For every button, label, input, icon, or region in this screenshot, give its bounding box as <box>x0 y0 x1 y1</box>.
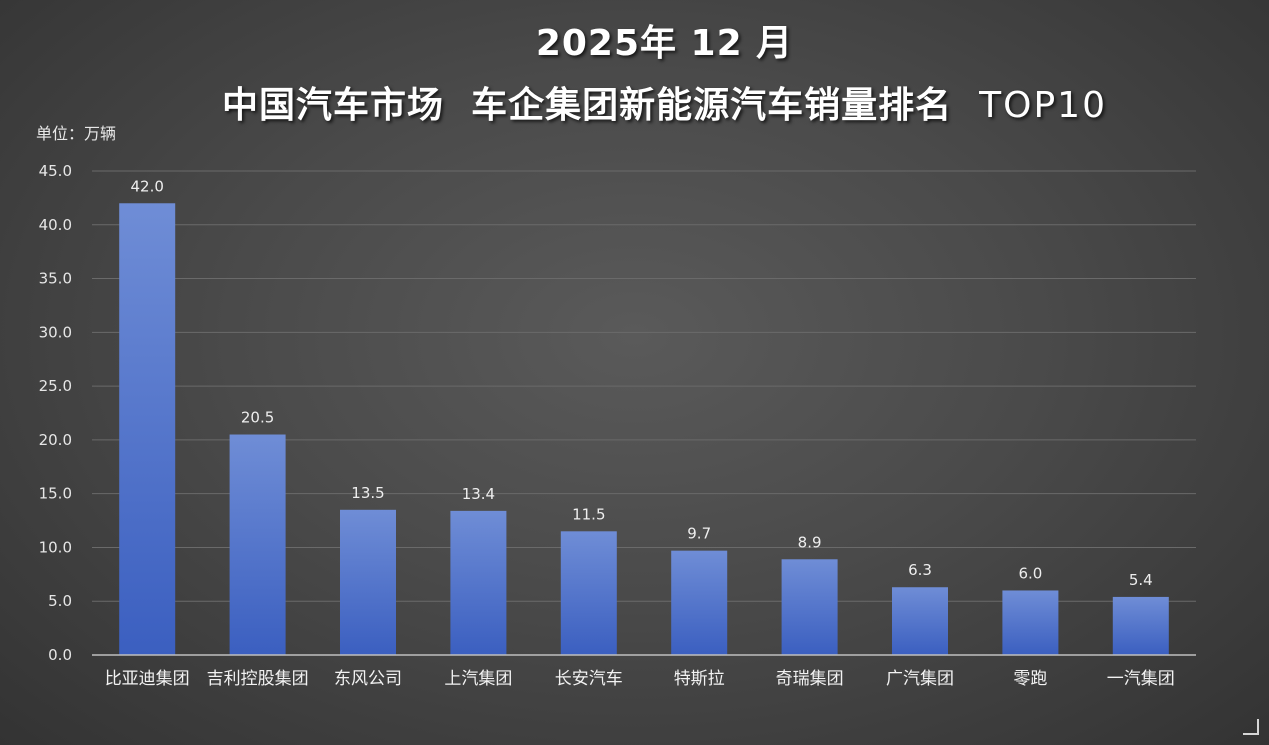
bar <box>560 531 617 655</box>
bars <box>119 203 1169 655</box>
x-category-label: 广汽集团 <box>886 669 954 689</box>
y-axis-unit-label: 单位：万辆 <box>36 124 117 143</box>
bar <box>450 510 507 655</box>
bar-value-label: 13.4 <box>462 485 495 503</box>
value-labels: 42.0 20.5 13.5 13.4 11.5 9.7 8.9 6.3 6.0 5.4 <box>130 177 1152 589</box>
bar-value-label: 13.5 <box>351 484 384 502</box>
chart-title-main: 中国汽车市场 车企集团新能源汽车销量排名 <box>222 85 980 126</box>
y-tick-label: 10.0 <box>39 538 72 556</box>
y-tick-label: 45.0 <box>39 162 72 180</box>
x-category-label: 特斯拉 <box>674 669 725 689</box>
y-tick-label: 35.0 <box>39 270 72 288</box>
y-tick-label: 5.0 <box>48 592 72 610</box>
x-category-label: 比亚迪集团 <box>105 669 190 689</box>
x-axis-categories: 比亚迪集团 吉利控股集团 东风公司 上汽集团 长安汽车 特斯拉 奇瑞集团 广汽集团 零跑 一汽集团 <box>105 669 1175 689</box>
bar <box>1002 590 1059 655</box>
y-tick-label: 15.0 <box>39 485 72 503</box>
bar-value-label: 20.5 <box>241 409 274 427</box>
bar <box>229 434 286 655</box>
bar-value-label: 6.3 <box>908 561 932 579</box>
y-tick-label: 0.0 <box>48 646 72 664</box>
bar-value-label: 5.4 <box>1129 571 1153 589</box>
bar-value-label: 9.7 <box>687 525 711 543</box>
bar-value-label: 11.5 <box>572 505 605 523</box>
y-tick-label: 30.0 <box>39 323 72 341</box>
bar <box>671 550 728 655</box>
bar <box>781 559 838 655</box>
y-tick-label: 20.0 <box>39 431 72 449</box>
bar <box>119 203 176 655</box>
y-axis-ticks: 0.0 5.0 10.0 15.0 20.0 25.0 30.0 35.0 40.0 45.0 <box>39 162 72 664</box>
bar-value-label: 42.0 <box>130 177 163 195</box>
x-category-label: 长安汽车 <box>555 669 623 689</box>
chart-title-line1: 2025年 12 月 <box>535 23 794 64</box>
bar-value-label: 6.0 <box>1018 564 1042 582</box>
bar-value-label: 8.9 <box>798 533 822 551</box>
x-category-label: 上汽集团 <box>444 669 512 689</box>
chart-title-top10: TOP10 <box>979 85 1107 126</box>
bar <box>892 587 948 655</box>
x-category-label: 奇瑞集团 <box>776 669 844 689</box>
y-tick-label: 25.0 <box>39 377 72 395</box>
x-category-label: 零跑 <box>1013 669 1047 689</box>
bar <box>340 509 396 655</box>
x-category-label: 一汽集团 <box>1107 669 1175 689</box>
x-category-label: 吉利控股集团 <box>207 669 309 689</box>
x-category-label: 东风公司 <box>334 669 402 689</box>
corner-mark-icon <box>1243 719 1259 735</box>
bar <box>1112 596 1169 655</box>
y-tick-label: 40.0 <box>39 216 72 234</box>
chart-title-line2: 中国汽车市场 车企集团新能源汽车销量排名 TOP10 <box>30 76 1269 128</box>
